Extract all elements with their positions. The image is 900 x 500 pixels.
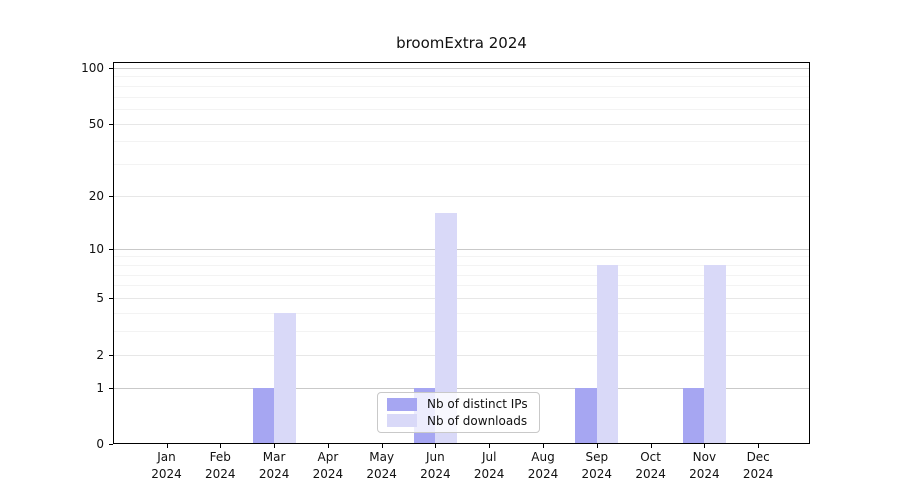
gridline-100 bbox=[113, 67, 810, 69]
x-tick-jan bbox=[166, 444, 168, 448]
y-tick-label-20: 20 bbox=[88, 188, 104, 203]
x-tick-mar bbox=[274, 444, 276, 448]
y-tick-100 bbox=[109, 67, 113, 69]
x-tick-oct bbox=[650, 444, 652, 448]
legend-label-distinct-ips: Nb of distinct IPs bbox=[427, 397, 528, 412]
gridline-minor-6 bbox=[113, 285, 810, 287]
y-tick-5 bbox=[109, 298, 113, 299]
bar-distinct-ips-mar bbox=[252, 387, 275, 444]
legend-item-downloads: Nb of downloads bbox=[387, 414, 530, 428]
gridline-minor-3 bbox=[113, 331, 810, 332]
bar-distinct-ips-sep bbox=[575, 387, 597, 444]
y-tick-20 bbox=[109, 195, 113, 197]
legend-swatch-distinct-ips bbox=[387, 397, 417, 411]
gridline-50 bbox=[113, 123, 810, 125]
legend-label-downloads: Nb of downloads bbox=[427, 413, 528, 428]
gridline-minor-80 bbox=[113, 85, 810, 87]
y-tick-2 bbox=[109, 354, 113, 356]
y-tick-label-5: 5 bbox=[96, 291, 104, 305]
y-tick-label-2: 2 bbox=[96, 347, 104, 362]
bar-downloads-nov bbox=[704, 264, 726, 444]
gridline-20 bbox=[113, 195, 810, 197]
x-tick-label-jul: Jul 2024 bbox=[473, 450, 505, 481]
x-tick-feb bbox=[220, 444, 222, 448]
x-tick-label-oct: Oct 2024 bbox=[635, 450, 666, 481]
y-tick-label-0: 0 bbox=[96, 437, 104, 451]
gridline-10 bbox=[113, 248, 810, 250]
y-tick-label-100: 100 bbox=[81, 60, 104, 75]
x-tick-label-may: May 2024 bbox=[366, 450, 397, 481]
bar-distinct-ips-nov bbox=[682, 387, 705, 444]
y-tick-50 bbox=[109, 123, 113, 125]
x-tick-label-feb: Feb 2024 bbox=[205, 450, 236, 481]
x-tick-jun bbox=[435, 444, 437, 448]
gridline-minor-30 bbox=[113, 164, 810, 166]
x-tick-jul bbox=[489, 444, 491, 448]
gridline-minor-4 bbox=[113, 312, 810, 314]
gridline-2 bbox=[113, 354, 810, 356]
gridline-1 bbox=[113, 387, 810, 389]
chart-title: broomExtra 2024 bbox=[396, 34, 527, 52]
plot-area bbox=[113, 62, 810, 444]
legend-swatch-downloads bbox=[387, 414, 417, 428]
x-tick-apr bbox=[327, 444, 329, 448]
x-tick-label-dec: Dec 2024 bbox=[742, 450, 774, 481]
x-tick-sep bbox=[596, 444, 598, 448]
y-tick-label-1: 1 bbox=[96, 380, 104, 395]
x-tick-label-sep: Sep 2024 bbox=[581, 450, 613, 481]
x-tick-nov bbox=[704, 444, 706, 448]
bar-downloads-jun bbox=[435, 213, 457, 444]
gridline-minor-7 bbox=[113, 274, 810, 276]
x-tick-label-apr: Apr 2024 bbox=[312, 450, 344, 481]
x-tick-label-aug: Aug 2024 bbox=[527, 450, 559, 481]
gridline-5 bbox=[113, 298, 810, 299]
y-tick-10 bbox=[109, 248, 113, 250]
gridline-minor-70 bbox=[113, 96, 810, 98]
x-tick-label-jun: Jun 2024 bbox=[420, 450, 451, 481]
legend: Nb of distinct IPs Nb of downloads bbox=[377, 392, 540, 433]
bar-downloads-mar bbox=[274, 312, 296, 444]
gridline-minor-40 bbox=[113, 141, 810, 143]
x-tick-may bbox=[381, 444, 383, 448]
x-tick-label-jan: Jan 2024 bbox=[151, 450, 182, 481]
y-tick-label-10: 10 bbox=[88, 241, 104, 256]
y-tick-1 bbox=[109, 387, 113, 389]
x-tick-aug bbox=[543, 444, 544, 448]
gridline-minor-8 bbox=[113, 264, 810, 266]
y-tick-label-50: 50 bbox=[88, 116, 104, 131]
x-tick-dec bbox=[758, 444, 760, 448]
x-tick-label-nov: Nov 2024 bbox=[689, 450, 720, 481]
gridline-minor-9 bbox=[113, 256, 810, 258]
bar-downloads-sep bbox=[596, 264, 619, 444]
gridline-minor-60 bbox=[113, 108, 810, 110]
x-tick-label-mar: Mar 2024 bbox=[258, 450, 290, 481]
y-tick-0 bbox=[109, 444, 113, 445]
gridline-minor-90 bbox=[113, 76, 810, 78]
legend-item-distinct-ips: Nb of distinct IPs bbox=[387, 397, 530, 411]
